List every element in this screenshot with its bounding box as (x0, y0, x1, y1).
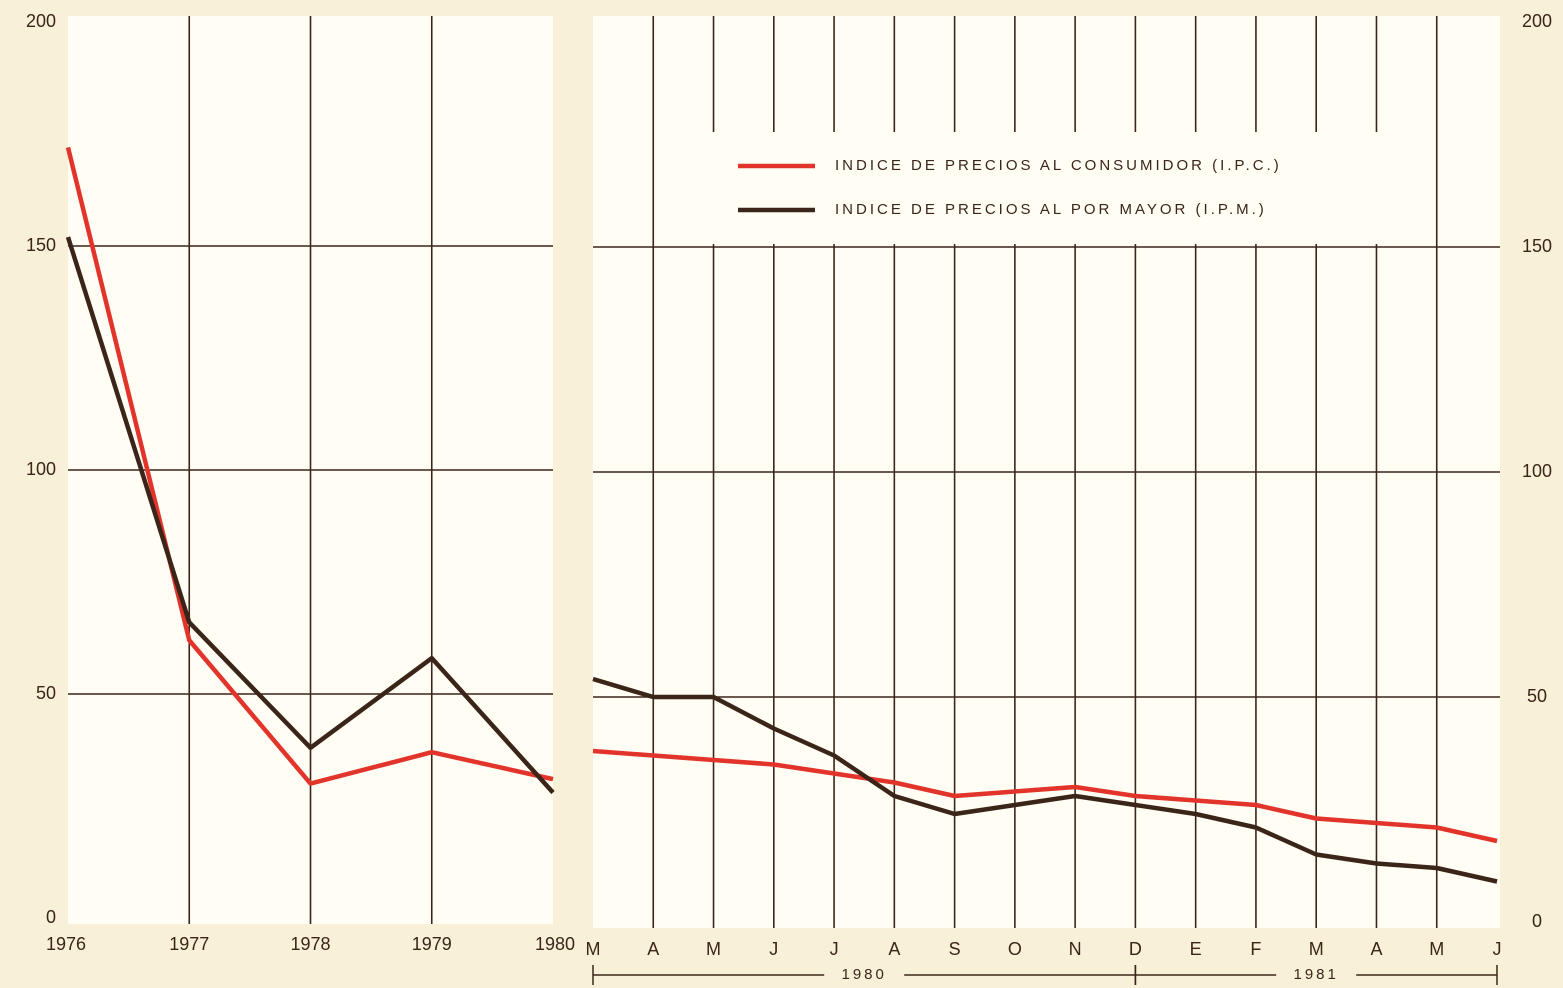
y-tick-label: 0 (1532, 911, 1542, 931)
y-tick-label: 150 (26, 235, 56, 255)
x-tick-label: J (769, 939, 778, 959)
x-tick-label: D (1129, 939, 1142, 959)
y-tick-label: 100 (26, 459, 56, 479)
x-tick-label: 1977 (169, 934, 209, 954)
x-tick-label: S (949, 939, 961, 959)
y-tick-label: 0 (46, 907, 56, 927)
x-tick-label: M (1309, 939, 1324, 959)
legend-label: INDICE DE PRECIOS AL CONSUMIDOR (I.P.C.) (835, 157, 1282, 174)
x-tick-label: A (647, 939, 659, 959)
y-tick-label: 50 (36, 683, 56, 703)
x-tick-label: 1976 (46, 934, 86, 954)
x-tick-label: O (1008, 939, 1022, 959)
x-tick-label: A (1370, 939, 1382, 959)
x-tick-label: F (1250, 939, 1261, 959)
x-tick-label: M (706, 939, 721, 959)
series-line (592, 676, 1498, 884)
y-tick-label: 50 (1527, 686, 1547, 706)
x-tick-label: J (830, 939, 839, 959)
legend-box (700, 132, 1400, 244)
x-tick-label: A (888, 939, 900, 959)
x-tick-label: J (1493, 939, 1502, 959)
x-tick-label: E (1190, 939, 1202, 959)
series-line (592, 748, 1498, 844)
y-tick-label: 200 (1522, 11, 1552, 31)
x-tick-label: M (586, 939, 601, 959)
x-tick-label: 1979 (412, 934, 452, 954)
x-tick-label: M (1429, 939, 1444, 959)
y-tick-label: 100 (1522, 461, 1552, 481)
y-tick-label: 200 (26, 11, 56, 31)
x-tick-label: 1978 (290, 934, 330, 954)
series-line (65, 236, 555, 795)
x-tick-label: 1980 (535, 934, 575, 954)
year-label: 1980 (842, 966, 887, 983)
legend-label: INDICE DE PRECIOS AL POR MAYOR (I.P.M.) (835, 201, 1267, 218)
series-line (65, 146, 554, 786)
year-label: 1981 (1294, 966, 1339, 983)
x-tick-label: N (1069, 939, 1082, 959)
y-tick-label: 150 (1522, 236, 1552, 256)
